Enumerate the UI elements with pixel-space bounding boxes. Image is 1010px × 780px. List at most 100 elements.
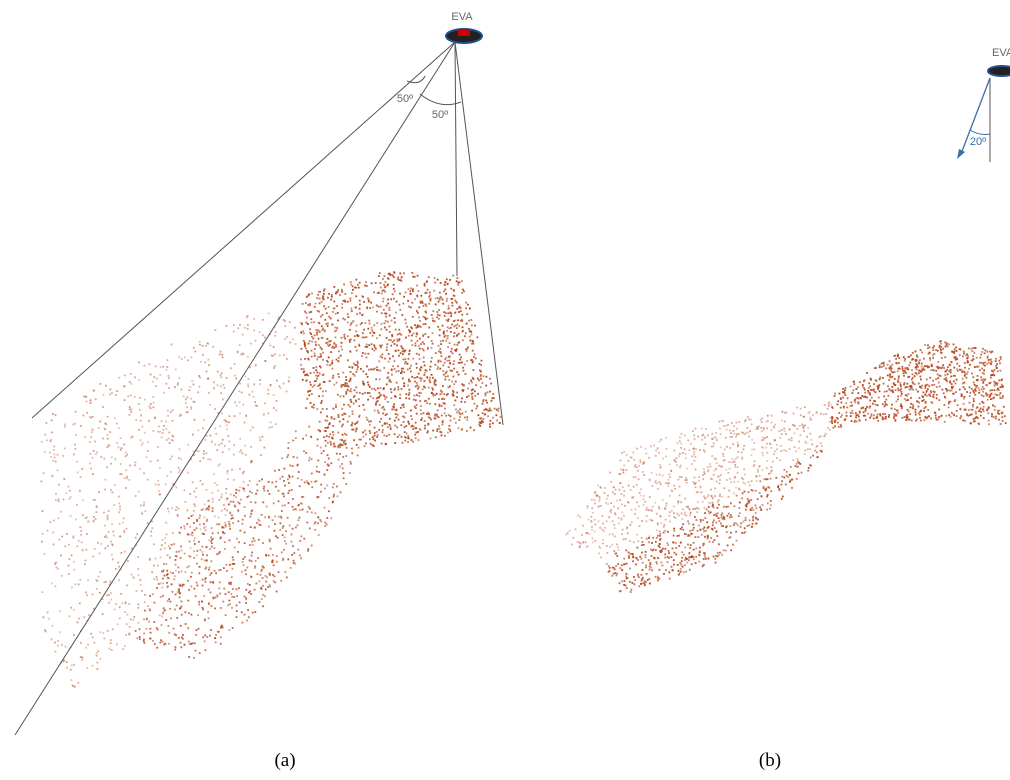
point	[175, 487, 177, 489]
point	[998, 419, 1000, 421]
point	[461, 319, 463, 321]
point	[215, 433, 217, 435]
point	[159, 614, 161, 616]
point	[120, 449, 122, 451]
point	[92, 416, 94, 418]
point	[454, 344, 456, 346]
point	[122, 522, 124, 524]
point	[968, 348, 970, 350]
point	[646, 507, 648, 509]
point	[897, 388, 899, 390]
point	[278, 571, 280, 573]
point	[326, 312, 328, 314]
point	[208, 569, 210, 571]
point	[973, 392, 975, 394]
point	[994, 409, 996, 411]
point	[354, 375, 356, 377]
point	[485, 385, 487, 387]
point	[82, 499, 84, 501]
point	[799, 463, 801, 465]
point	[190, 406, 192, 408]
point	[882, 377, 884, 379]
point	[313, 367, 315, 369]
point	[167, 554, 169, 556]
point	[704, 473, 706, 475]
point	[743, 521, 745, 523]
point	[852, 390, 854, 392]
point	[340, 355, 342, 357]
point	[219, 581, 221, 583]
point	[332, 311, 334, 313]
point	[341, 408, 343, 410]
point	[184, 528, 186, 530]
point	[458, 427, 460, 429]
point	[209, 574, 211, 576]
point	[959, 354, 961, 356]
point	[273, 346, 275, 348]
point	[807, 470, 809, 472]
point	[382, 425, 384, 427]
point	[698, 476, 700, 478]
point	[682, 509, 684, 511]
point	[373, 345, 375, 347]
point	[273, 502, 275, 504]
point	[704, 536, 706, 538]
point	[185, 611, 187, 613]
point	[356, 350, 358, 352]
point	[177, 382, 179, 384]
point	[314, 353, 316, 355]
point	[918, 383, 920, 385]
point	[897, 381, 899, 383]
point	[447, 326, 449, 328]
point	[659, 464, 661, 466]
point	[212, 510, 214, 512]
point	[128, 479, 130, 481]
point	[680, 501, 682, 503]
point	[718, 543, 720, 545]
point	[233, 454, 235, 456]
point	[429, 294, 431, 296]
point	[151, 571, 153, 573]
point	[266, 576, 268, 578]
point	[318, 344, 320, 346]
point	[628, 555, 630, 557]
point	[64, 426, 66, 428]
point	[400, 424, 402, 426]
point	[118, 377, 120, 379]
point	[76, 504, 78, 506]
point	[318, 429, 320, 431]
point	[959, 408, 961, 410]
point	[400, 345, 402, 347]
point	[241, 571, 243, 573]
point	[107, 434, 109, 436]
point	[254, 611, 256, 613]
point	[592, 538, 594, 540]
point	[673, 528, 675, 530]
point	[615, 553, 617, 555]
point	[999, 397, 1001, 399]
point	[645, 554, 647, 556]
point	[846, 407, 848, 409]
point	[46, 439, 48, 441]
point	[372, 444, 374, 446]
point	[425, 318, 427, 320]
point	[689, 515, 691, 517]
point	[720, 433, 722, 435]
point	[692, 524, 694, 526]
point	[483, 399, 485, 401]
point	[267, 389, 269, 391]
point	[249, 544, 251, 546]
point	[226, 424, 228, 426]
point	[330, 443, 332, 445]
point	[863, 411, 865, 413]
point	[124, 386, 126, 388]
point	[696, 491, 698, 493]
point	[385, 286, 387, 288]
point	[370, 420, 372, 422]
point	[211, 546, 213, 548]
point	[493, 397, 495, 399]
point	[206, 452, 208, 454]
point	[378, 361, 380, 363]
point	[700, 519, 702, 521]
point	[349, 366, 351, 368]
